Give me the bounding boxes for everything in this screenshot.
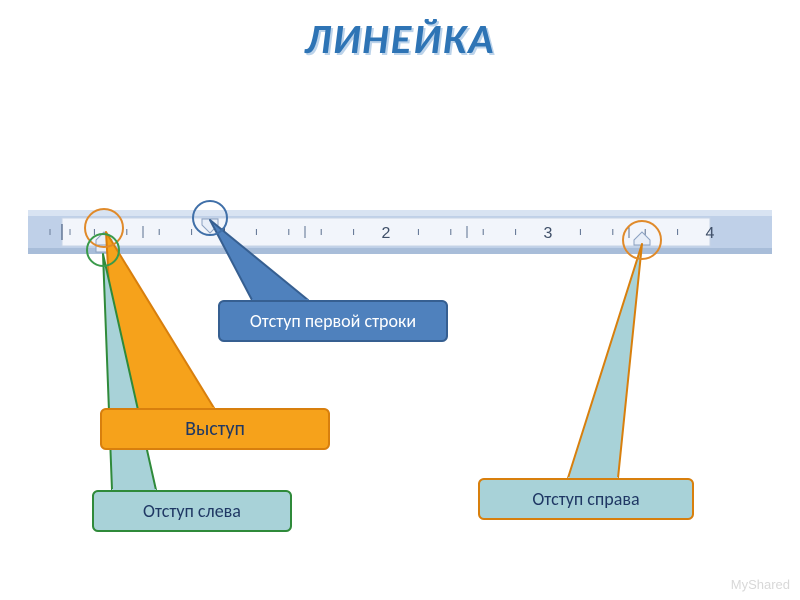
page-title: ЛИНЕЙКА: [0, 14, 800, 65]
watermark: MyShared: [731, 577, 790, 592]
callout-left-indent: Отступ слева: [92, 490, 292, 532]
highlight-circle-right: [622, 220, 662, 260]
callout-first-line-indent: Отступ первой строки: [218, 300, 448, 342]
callout-hanging-indent: Выступ: [100, 408, 330, 450]
svg-text:3: 3: [544, 225, 553, 242]
svg-text:2: 2: [382, 225, 391, 242]
svg-text:4: 4: [706, 225, 715, 242]
callout-right-indent: Отступ справа: [478, 478, 694, 520]
highlight-circle-left: [86, 233, 120, 267]
highlight-circle-first-line: [192, 200, 228, 236]
